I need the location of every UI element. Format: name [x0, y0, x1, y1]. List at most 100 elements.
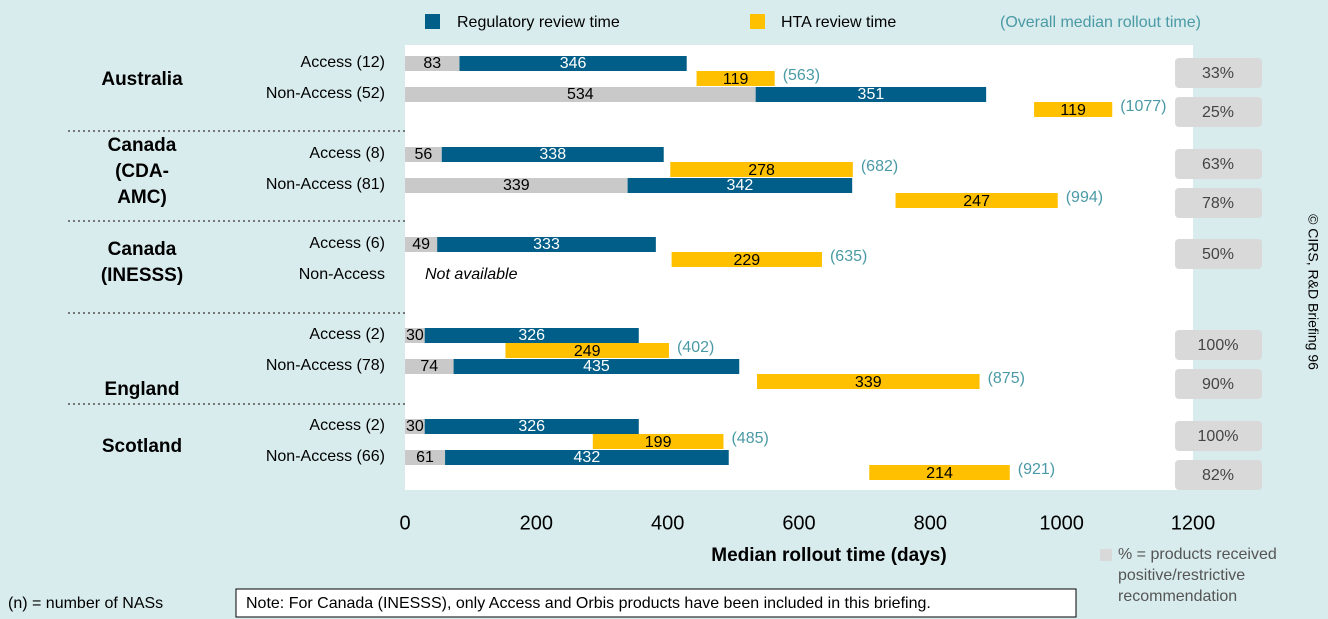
- pre-bar: [405, 328, 425, 343]
- bar-label: 339: [503, 177, 530, 194]
- bar-label: 435: [583, 358, 610, 375]
- legend-swatch: [1100, 549, 1112, 561]
- x-tick-label: 800: [914, 512, 947, 534]
- x-axis-title: Median rollout time (days): [711, 545, 946, 566]
- row-label: Access (2): [309, 326, 385, 343]
- country-label: Australia: [101, 69, 183, 90]
- bar-label: 326: [518, 327, 545, 344]
- bar-label: 30: [406, 327, 424, 344]
- overall-label: (875): [988, 370, 1025, 387]
- pre-bar: [405, 178, 628, 193]
- bar-label: 249: [574, 343, 601, 360]
- percent-label: 33%: [1202, 65, 1234, 82]
- legend-label: Regulatory review time: [457, 14, 620, 31]
- overall-label: (682): [861, 158, 898, 175]
- hta-bar: [895, 193, 1058, 208]
- bar-label: 83: [423, 55, 441, 72]
- pre-bar: [405, 87, 756, 102]
- hta-bar: [505, 343, 669, 358]
- percent-box: [1175, 188, 1262, 218]
- hta-bar: [1034, 102, 1113, 117]
- regulatory-bar: [437, 237, 656, 252]
- row-label: Non-Access: [299, 266, 385, 283]
- bar-label: 432: [574, 449, 601, 466]
- note: Note: For Canada (INESSS), only Access a…: [246, 595, 931, 612]
- bar-label: 56: [414, 146, 432, 163]
- percent-legend: % = products received: [1118, 546, 1277, 563]
- percent-box: [1175, 149, 1262, 179]
- regulatory-bar: [424, 328, 639, 343]
- x-tick-label: 200: [520, 512, 553, 534]
- bar-label: 74: [420, 358, 438, 375]
- hta-bar: [671, 252, 822, 267]
- bar-label: 346: [560, 55, 587, 72]
- bar-label: 342: [727, 177, 754, 194]
- hta-bar: [869, 465, 1010, 480]
- bar-label: 247: [963, 193, 990, 210]
- row-label: Non-Access (52): [266, 85, 385, 102]
- bar-label: 199: [645, 434, 672, 451]
- pre-bar: [405, 359, 454, 374]
- percent-legend: positive/restrictive: [1118, 567, 1245, 584]
- regulatory-bar: [424, 419, 639, 434]
- bar-label: 338: [539, 146, 566, 163]
- hta-bar: [696, 71, 775, 86]
- bar-label: 339: [855, 374, 882, 391]
- percent-label: 100%: [1198, 337, 1239, 354]
- bar-label: 278: [748, 162, 775, 179]
- percent-label: 82%: [1202, 467, 1234, 484]
- x-tick-label: 1000: [1039, 512, 1084, 534]
- overall-label: (921): [1018, 461, 1055, 478]
- regulatory-bar: [755, 87, 987, 102]
- overall-label: (402): [677, 339, 714, 356]
- country-label: AMC): [117, 187, 167, 208]
- pre-bar: [405, 56, 460, 71]
- row-label: Non-Access (78): [266, 357, 385, 374]
- pre-bar: [405, 237, 438, 252]
- percent-box: [1175, 58, 1262, 88]
- bar-label: 214: [926, 465, 953, 482]
- x-tick-label: 0: [399, 512, 410, 534]
- overall-label: (994): [1066, 189, 1103, 206]
- bar-label: 229: [733, 252, 760, 269]
- row-label: Access (12): [301, 54, 385, 71]
- percent-legend: recommendation: [1118, 588, 1237, 605]
- country-label: Canada: [108, 135, 177, 156]
- bar-label: 119: [1060, 102, 1086, 119]
- bar-label: 61: [416, 449, 434, 466]
- note-box: [235, 588, 1077, 618]
- percent-box: [1175, 421, 1262, 451]
- overall-label: (563): [783, 67, 820, 84]
- country-label: Scotland: [102, 436, 182, 457]
- hta-bar: [670, 162, 853, 177]
- bar-label: 30: [406, 418, 424, 435]
- country-label: (CDA-: [115, 161, 169, 182]
- percent-label: 100%: [1198, 428, 1239, 445]
- overall-label: (635): [830, 248, 867, 265]
- bar-label: 534: [567, 86, 594, 103]
- pre-bar: [405, 419, 425, 434]
- regulatory-bar: [445, 450, 729, 465]
- regulatory-bar: [441, 147, 664, 162]
- percent-box: [1175, 330, 1262, 360]
- row-label: Non-Access (66): [266, 448, 385, 465]
- row-label: Access (2): [309, 417, 385, 434]
- percent-label: 90%: [1202, 376, 1234, 393]
- overall-label: (1077): [1120, 98, 1166, 115]
- bar-label: 351: [858, 86, 885, 103]
- copyright: © CIRS, R&D Briefing 96: [1305, 214, 1321, 370]
- percent-label: 63%: [1202, 156, 1234, 173]
- legend-label: HTA review time: [781, 14, 896, 31]
- bar-label: 119: [723, 71, 749, 88]
- regulatory-bar: [627, 178, 853, 193]
- separators: [68, 130, 405, 405]
- x-tick-label: 400: [651, 512, 684, 534]
- overall-label: (485): [731, 430, 768, 447]
- row-label: Non-Access (81): [266, 176, 385, 193]
- percent-box: [1175, 239, 1262, 269]
- percent-label: 25%: [1202, 104, 1234, 121]
- country-label: (INESSS): [101, 265, 183, 286]
- percent-box: [1175, 97, 1262, 127]
- regulatory-bar: [453, 359, 740, 374]
